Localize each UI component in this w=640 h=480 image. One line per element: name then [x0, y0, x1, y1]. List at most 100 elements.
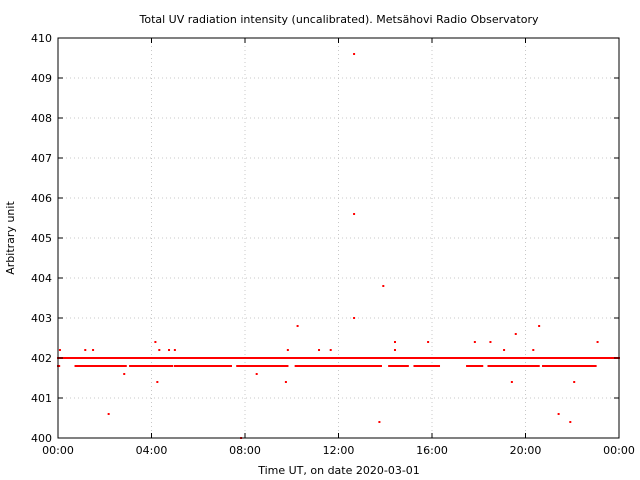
data-point [240, 365, 243, 367]
data-point [422, 365, 425, 367]
data-point [570, 365, 573, 367]
data-point [224, 365, 227, 367]
data-point [501, 365, 504, 367]
data-point [481, 365, 484, 367]
data-point [206, 365, 209, 367]
data-point [199, 365, 202, 367]
y-tick-label: 410 [31, 32, 52, 45]
data-point [130, 365, 133, 367]
data-point [573, 381, 576, 383]
data-point [507, 365, 510, 367]
data-point [480, 365, 483, 367]
data-point [396, 365, 399, 367]
data-point [76, 365, 79, 367]
data-point [323, 365, 326, 367]
data-point [549, 365, 552, 367]
data-point [329, 365, 332, 367]
data-point [521, 365, 524, 367]
data-point [158, 365, 161, 367]
data-point [514, 333, 517, 335]
data-point [254, 365, 257, 367]
data-point [513, 365, 516, 367]
data-point [173, 349, 176, 351]
data-point [168, 365, 171, 367]
data-point [75, 365, 78, 367]
data-point [563, 365, 566, 367]
data-point [160, 365, 163, 367]
data-point [336, 365, 339, 367]
data-point [176, 365, 179, 367]
data-point [367, 365, 370, 367]
data-point [200, 365, 203, 367]
data-point [244, 365, 247, 367]
data-point [270, 365, 273, 367]
data-point [177, 365, 180, 367]
data-point [285, 365, 288, 367]
data-point [162, 365, 165, 367]
data-point [435, 365, 438, 367]
data-point [542, 365, 545, 367]
data-point [246, 365, 249, 367]
data-point [100, 365, 103, 367]
data-point [573, 365, 576, 367]
data-point [89, 365, 92, 367]
data-point [374, 365, 377, 367]
data-point [406, 365, 409, 367]
data-point [530, 365, 533, 367]
data-point [581, 365, 584, 367]
data-point [402, 365, 405, 367]
data-point [550, 365, 553, 367]
data-point [193, 365, 196, 367]
grid [58, 38, 619, 438]
data-point [164, 365, 167, 367]
data-point [80, 365, 83, 367]
data-point [362, 365, 365, 367]
data-point [123, 365, 126, 367]
data-point [473, 341, 476, 343]
data-point [148, 365, 151, 367]
y-tick-label: 404 [31, 272, 52, 285]
data-point [134, 365, 137, 367]
y-tick-label: 407 [31, 152, 52, 165]
data-point [508, 365, 511, 367]
data-point [356, 365, 359, 367]
data-point [357, 365, 360, 367]
data-point [101, 365, 104, 367]
data-point [182, 365, 185, 367]
data-point [432, 365, 435, 367]
data-point [191, 365, 194, 367]
data-point [175, 365, 178, 367]
data-point [194, 365, 197, 367]
data-point [229, 365, 232, 367]
data-point [353, 53, 356, 55]
data-point [326, 365, 329, 367]
data-point [376, 365, 379, 367]
data-point [393, 341, 396, 343]
data-point [413, 365, 416, 367]
data-point [377, 365, 380, 367]
data-point [473, 365, 476, 367]
data-point [138, 365, 141, 367]
data-point [156, 381, 159, 383]
data-point [584, 365, 587, 367]
data-point [85, 365, 88, 367]
data-point [150, 365, 153, 367]
data-point [215, 365, 218, 367]
data-point [495, 365, 498, 367]
data-point [144, 365, 147, 367]
data-point [478, 365, 481, 367]
data-point [553, 365, 556, 367]
data-point [169, 365, 172, 367]
data-point [520, 365, 523, 367]
data-point [392, 365, 395, 367]
data-point [582, 365, 585, 367]
data-point [426, 365, 429, 367]
x-tick-label: 20:00 [510, 444, 542, 457]
data-point [531, 365, 534, 367]
data-point [316, 365, 319, 367]
y-tick-label: 403 [31, 312, 52, 325]
data-point [500, 365, 503, 367]
data-point [329, 349, 332, 351]
data-point [87, 365, 90, 367]
data-point [343, 365, 346, 367]
